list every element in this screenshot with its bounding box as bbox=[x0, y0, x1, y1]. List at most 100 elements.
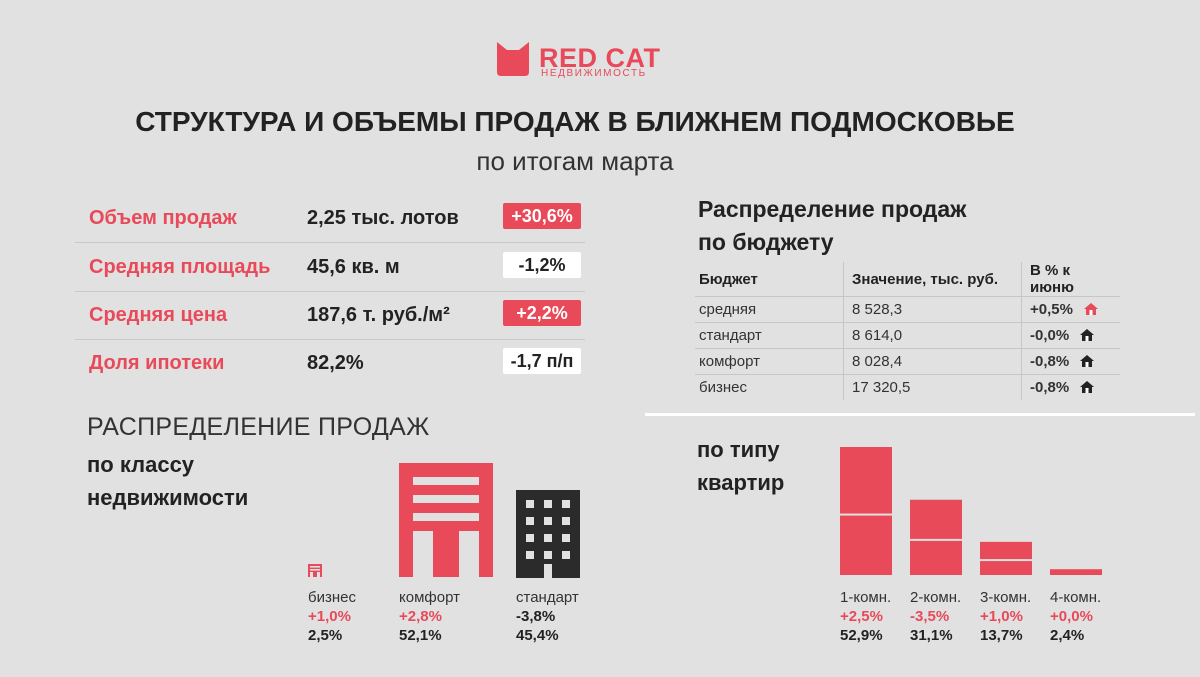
column-header: В % к июню bbox=[1021, 262, 1120, 297]
class-change: +2,8% bbox=[399, 608, 442, 625]
class-section-subtitle: по классу недвижимости bbox=[87, 448, 248, 514]
budget-change-cell: +0,5% bbox=[1021, 296, 1120, 323]
category-share: 13,7% bbox=[980, 627, 1023, 644]
class-share: 45,4% bbox=[516, 627, 559, 644]
budget-name: комфорт bbox=[695, 348, 844, 375]
budget-change: -0,0% bbox=[1030, 327, 1070, 344]
kpi-value: 187,6 т. руб./м² bbox=[307, 304, 450, 326]
table-row: стандарт 8 614,0 -0,0% bbox=[695, 322, 1120, 349]
kpi-change-badge: -1,7 п/п bbox=[503, 348, 581, 374]
bar-2-комн. bbox=[910, 499, 962, 575]
kpi-change-badge: +2,2% bbox=[503, 300, 581, 326]
class-name: комфорт bbox=[399, 589, 460, 606]
kpi-value: 45,6 кв. м bbox=[307, 256, 400, 278]
class-subtitle-line: по классу bbox=[87, 452, 195, 477]
business-building-icon bbox=[308, 564, 322, 577]
bar-4-комн. bbox=[1050, 569, 1102, 575]
brand-name: RED CAT bbox=[539, 43, 661, 73]
kpi-label: Объем продаж bbox=[89, 207, 237, 229]
divider bbox=[75, 242, 585, 243]
class-name: стандарт bbox=[516, 589, 579, 606]
class-change: +1,0% bbox=[308, 608, 351, 625]
class-subtitle-line: недвижимости bbox=[87, 485, 249, 510]
kpi-row: Средняя площадь 45,6 кв. м -1,2% bbox=[75, 244, 585, 292]
comfort-building-icon bbox=[399, 463, 493, 577]
budget-name: стандарт bbox=[695, 322, 844, 349]
kpi-value: 2,25 тыс. лотов bbox=[307, 207, 459, 229]
category-change: -3,5% bbox=[910, 608, 950, 625]
budget-value: 8 028,4 bbox=[843, 348, 1022, 375]
class-caption: комфорт +2,8% 52,1% bbox=[399, 588, 460, 645]
budget-value: 8 528,3 bbox=[843, 296, 1022, 323]
budget-change-cell: -0,0% bbox=[1021, 322, 1120, 349]
house-icon bbox=[1080, 355, 1095, 367]
budget-change: -0,8% bbox=[1030, 353, 1070, 370]
chart-title-line: квартир bbox=[697, 470, 785, 495]
brand-logo: RED CAT НЕДВИЖИМОСТЬ bbox=[495, 40, 695, 80]
class-name: бизнес bbox=[308, 589, 356, 606]
standard-building-icon bbox=[516, 490, 580, 578]
divider bbox=[75, 339, 585, 340]
table-row: бизнес 17 320,5 -0,8% bbox=[695, 374, 1120, 400]
bar-3-комн. bbox=[980, 541, 1032, 575]
page-subtitle: по итогам марта bbox=[476, 146, 674, 176]
category-label: 1-комн. bbox=[840, 589, 892, 606]
category-label: 2-комн. bbox=[910, 589, 962, 606]
chart-title-line: по типу bbox=[697, 437, 780, 462]
table-row: средняя 8 528,3 +0,5% bbox=[695, 296, 1120, 323]
cat-logo-icon bbox=[497, 42, 529, 76]
section-divider bbox=[645, 413, 1195, 416]
apartment-caption: 4-комн. +0,0% 2,4% bbox=[1050, 588, 1101, 645]
class-caption: стандарт -3,8% 45,4% bbox=[516, 588, 579, 645]
house-icon bbox=[1080, 381, 1095, 393]
budget-name: средняя bbox=[695, 296, 844, 323]
class-caption: бизнес +1,0% 2,5% bbox=[308, 588, 356, 645]
bar-separator bbox=[910, 538, 962, 541]
budget-title-line: Распределение продаж bbox=[698, 196, 967, 222]
budget-change-cell: -0,8% bbox=[1021, 348, 1120, 375]
apartment-caption: 2-комн. -3,5% 31,1% bbox=[910, 588, 961, 645]
kpi-row: Средняя цена 187,6 т. руб./м² +2,2% bbox=[75, 292, 585, 340]
budget-change-cell: -0,8% bbox=[1021, 374, 1120, 400]
kpi-change-badge: +30,6% bbox=[503, 203, 581, 229]
kpi-row: Доля ипотеки 82,2% -1,7 п/п bbox=[75, 340, 585, 388]
divider bbox=[75, 291, 585, 292]
kpi-value: 82,2% bbox=[307, 352, 364, 374]
category-change: +1,0% bbox=[980, 608, 1023, 625]
house-icon bbox=[1080, 329, 1095, 341]
table-row: комфорт 8 028,4 -0,8% bbox=[695, 348, 1120, 375]
house-icon bbox=[1083, 303, 1098, 315]
class-share: 52,1% bbox=[399, 627, 442, 644]
budget-value: 17 320,5 bbox=[843, 374, 1022, 400]
column-header: Бюджет bbox=[699, 270, 758, 288]
category-share: 31,1% bbox=[910, 627, 953, 644]
column-header: Значение, тыс. руб. bbox=[843, 262, 1022, 297]
apartment-caption: 1-комн. +2,5% 52,9% bbox=[840, 588, 891, 645]
kpi-change-badge: -1,2% bbox=[503, 252, 581, 278]
budget-change: +0,5% bbox=[1030, 301, 1073, 318]
brand-subtitle: НЕДВИЖИМОСТЬ bbox=[541, 68, 647, 79]
kpi-label: Средняя площадь bbox=[89, 256, 271, 278]
bar-separator bbox=[980, 559, 1032, 562]
category-share: 2,4% bbox=[1050, 627, 1085, 644]
bar-1-комн. bbox=[840, 447, 892, 575]
category-share: 52,9% bbox=[840, 627, 883, 644]
bar-separator bbox=[840, 513, 892, 516]
budget-title: Распределение продаж по бюджету bbox=[698, 193, 966, 259]
table-header-row: Бюджет Значение, тыс. руб. В % к июню bbox=[695, 262, 1120, 297]
category-label: 4-комн. bbox=[1050, 589, 1102, 606]
class-change: -3,8% bbox=[516, 608, 556, 625]
page-title: СТРУКТУРА И ОБЪЕМЫ ПРОДАЖ В БЛИЖНЕМ ПОДМ… bbox=[135, 106, 1015, 137]
chart-title: по типу квартир bbox=[697, 433, 784, 499]
kpi-label: Средняя цена bbox=[89, 304, 228, 326]
budget-change: -0,8% bbox=[1030, 379, 1070, 396]
category-change: +2,5% bbox=[840, 608, 883, 625]
apartment-caption: 3-комн. +1,0% 13,7% bbox=[980, 588, 1031, 645]
class-share: 2,5% bbox=[308, 627, 343, 644]
budget-table: Бюджет Значение, тыс. руб. В % к июню ср… bbox=[695, 262, 1120, 400]
kpi-row: Объем продаж 2,25 тыс. лотов +30,6% bbox=[75, 195, 585, 243]
class-section-title: РАСПРЕДЕЛЕНИЕ ПРОДАЖ bbox=[87, 413, 430, 441]
apartment-type-chart bbox=[840, 447, 1102, 575]
kpi-label: Доля ипотеки bbox=[89, 352, 225, 374]
budget-value: 8 614,0 bbox=[843, 322, 1022, 349]
